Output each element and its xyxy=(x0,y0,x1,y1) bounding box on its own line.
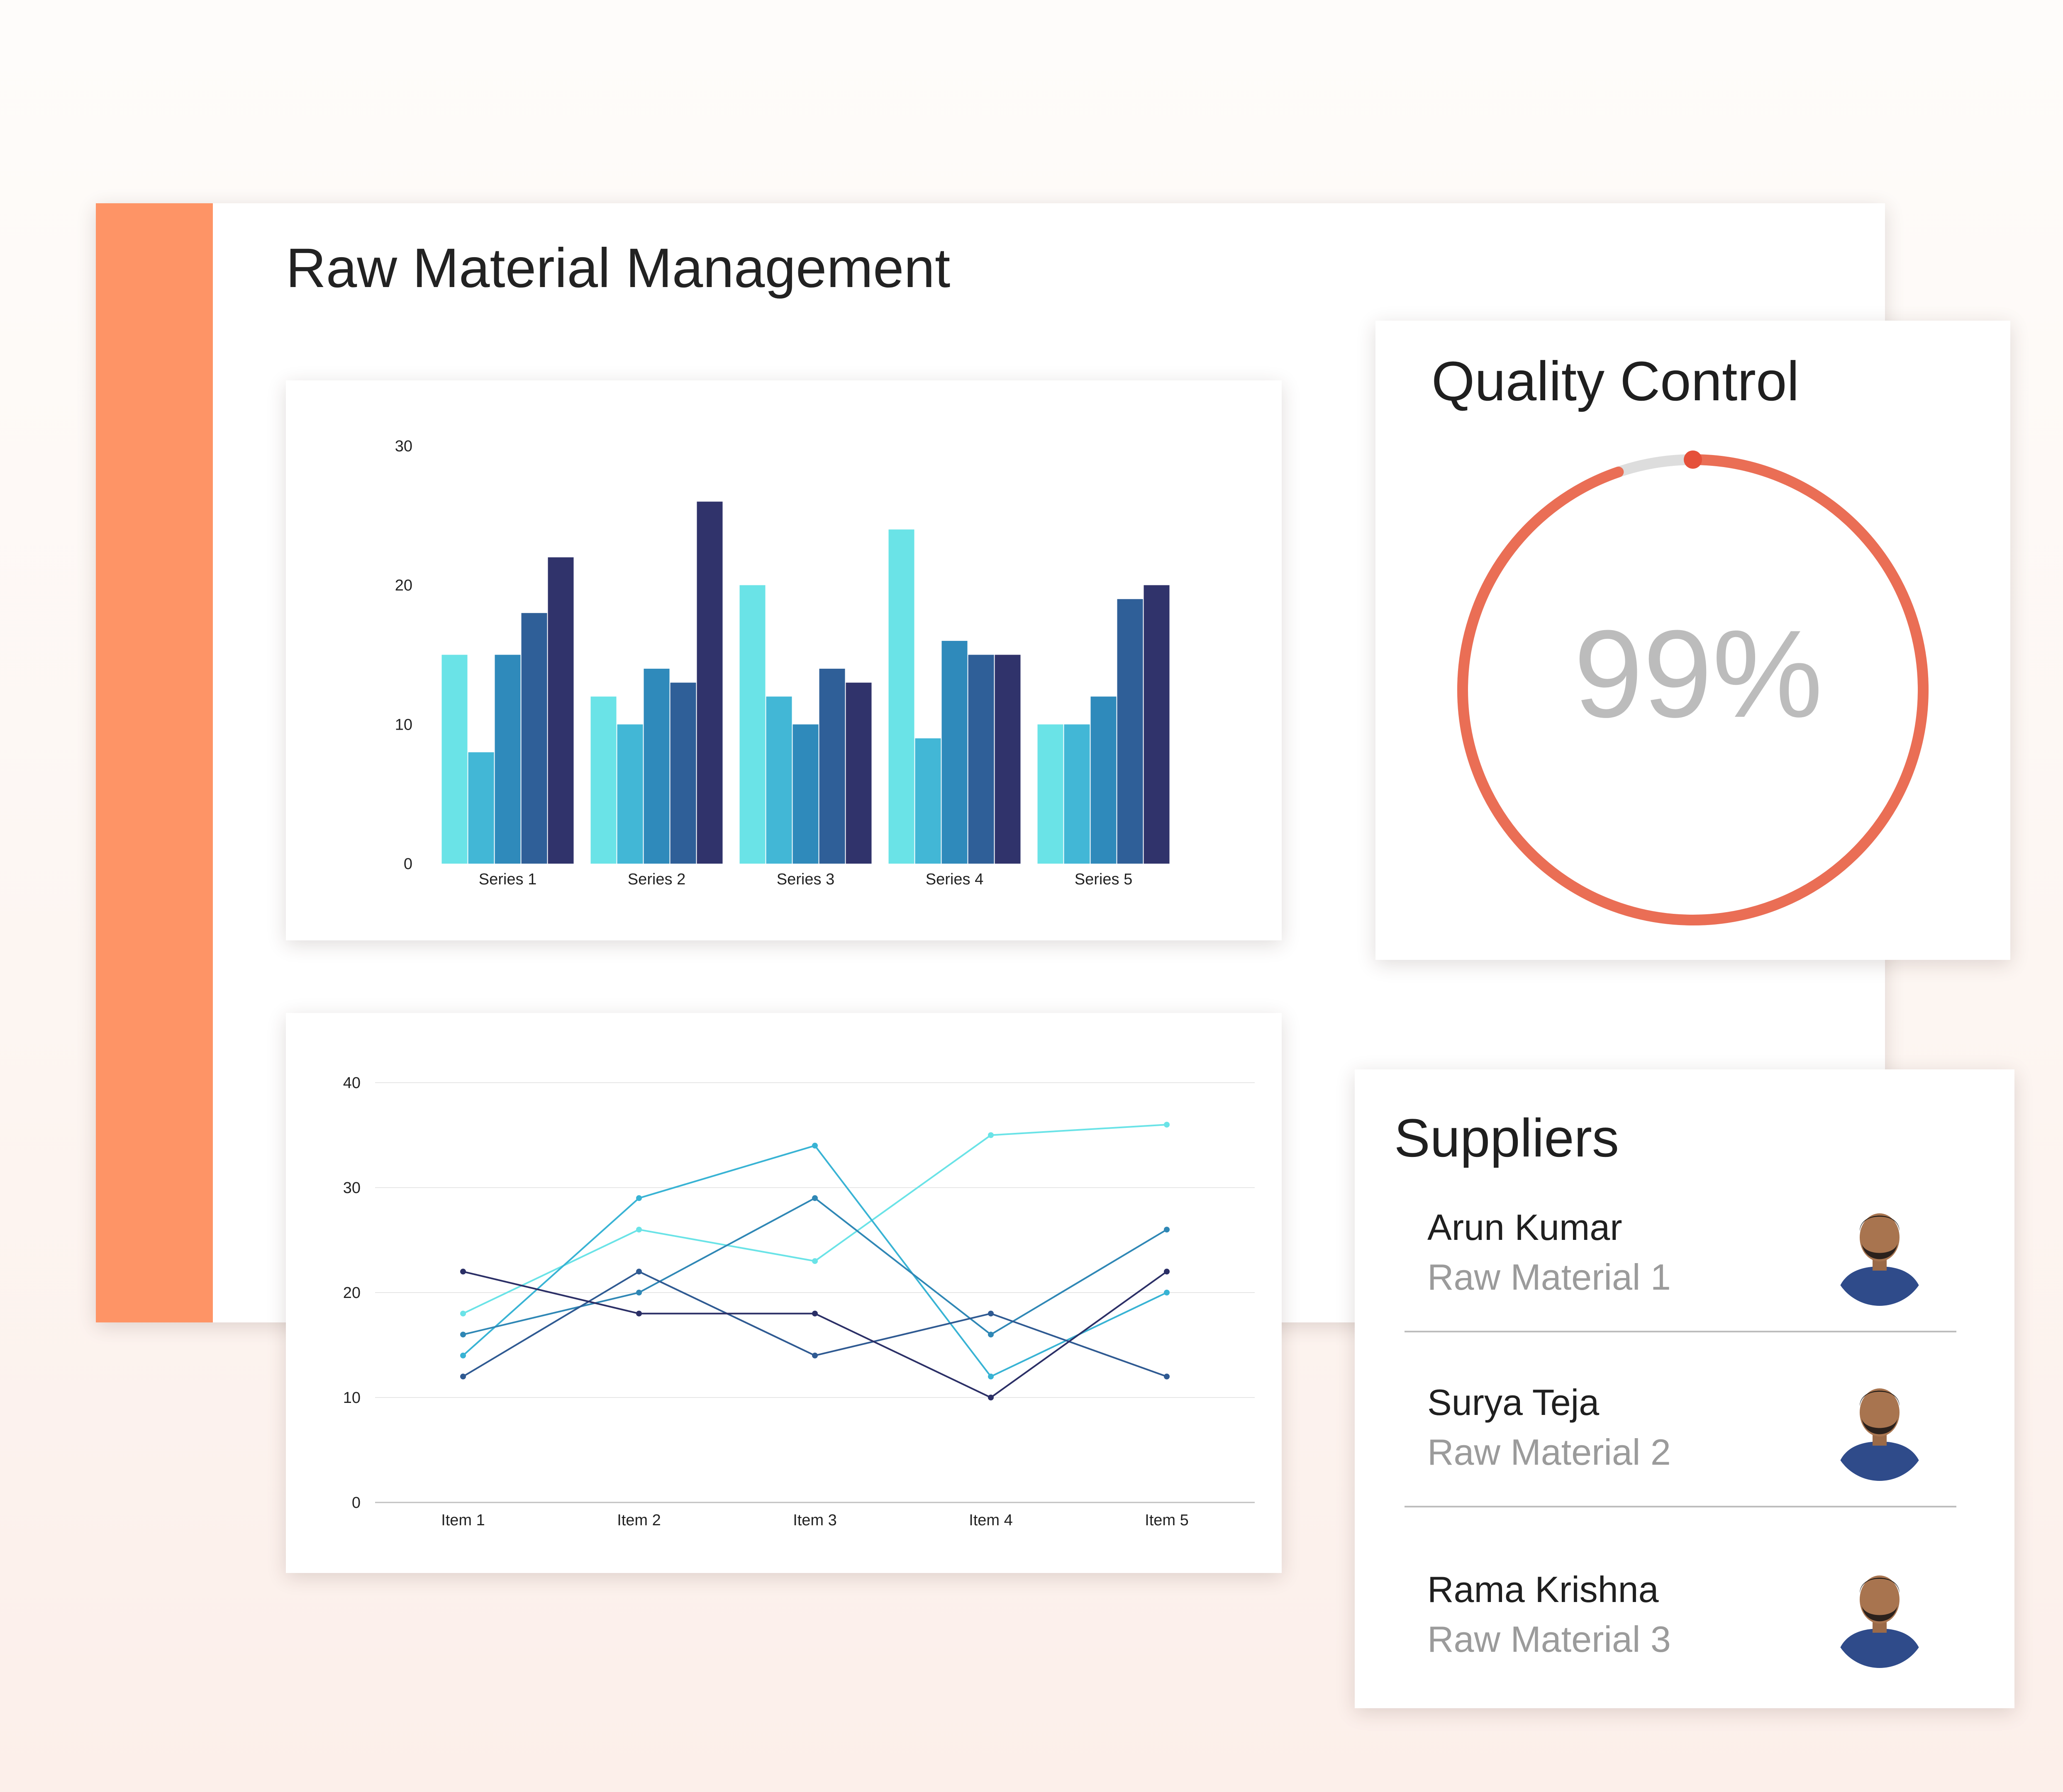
bar xyxy=(888,529,914,864)
data-point xyxy=(1164,1227,1170,1233)
y-tick-label: 10 xyxy=(343,1389,361,1407)
gauge-start-dot xyxy=(1684,450,1702,469)
data-point xyxy=(460,1352,466,1359)
page-title: Raw Material Management xyxy=(286,237,951,299)
data-point xyxy=(1164,1122,1170,1128)
data-point xyxy=(812,1352,818,1359)
data-point xyxy=(988,1395,994,1400)
data-point xyxy=(988,1332,994,1338)
bar xyxy=(441,655,468,864)
bar xyxy=(548,557,574,864)
data-point xyxy=(988,1373,994,1380)
data-point xyxy=(636,1310,642,1317)
supplier-role: Raw Material 2 xyxy=(1427,1432,1671,1473)
y-tick-label: 40 xyxy=(343,1074,361,1092)
bar xyxy=(846,682,872,864)
bar xyxy=(915,738,941,864)
bar xyxy=(941,640,968,864)
supplier-name: Surya Teja xyxy=(1427,1382,1600,1423)
x-tick-label: Series 1 xyxy=(479,871,536,888)
person-avatar xyxy=(1832,1560,1927,1668)
suppliers-card: Suppliers Arun Kumar Raw Material 1 Sury… xyxy=(1355,1069,2014,1708)
data-point xyxy=(988,1132,994,1138)
accent-sidebar xyxy=(96,203,213,1322)
bar-chart: 0 10 20 30 Series 1 Series 2 Series 3 Series 4 S… xyxy=(395,438,1170,888)
data-point xyxy=(460,1373,466,1380)
bar xyxy=(670,682,696,864)
data-point xyxy=(636,1290,642,1295)
supplier-item[interactable]: Surya Teja Raw Material 2 xyxy=(1405,1381,1956,1518)
bar xyxy=(590,696,617,864)
quality-control-card: Quality Control 99% xyxy=(1375,321,2010,960)
x-tick-label: Item 2 xyxy=(617,1512,661,1529)
y-tick-label: 10 xyxy=(395,716,412,733)
bar xyxy=(1064,724,1090,864)
bar xyxy=(793,724,819,864)
data-point xyxy=(636,1195,642,1201)
person-avatar xyxy=(1832,1373,1927,1481)
x-tick-label: Item 3 xyxy=(793,1512,837,1529)
bar xyxy=(968,655,994,864)
x-tick-label: Item 5 xyxy=(1145,1512,1189,1529)
y-tick-label: 20 xyxy=(343,1284,361,1302)
y-tick-label: 30 xyxy=(343,1179,361,1197)
bar xyxy=(617,724,643,864)
x-tick-label: Item 1 xyxy=(441,1512,485,1529)
bar xyxy=(1037,724,1063,864)
quality-gauge: 99% xyxy=(1457,450,1929,925)
supplier-item[interactable]: Rama Krishna Raw Material 3 xyxy=(1405,1568,1956,1705)
supplier-name: Rama Krishna xyxy=(1427,1569,1659,1610)
data-point xyxy=(1164,1269,1170,1275)
data-point xyxy=(1164,1290,1170,1295)
series-line xyxy=(463,1124,1167,1315)
bar xyxy=(995,655,1021,864)
data-point xyxy=(636,1269,642,1275)
supplier-item[interactable]: Arun Kumar Raw Material 1 xyxy=(1405,1206,1956,1343)
bar xyxy=(739,585,766,864)
x-tick-label: Series 2 xyxy=(628,871,685,888)
supplier-role: Raw Material 1 xyxy=(1427,1256,1671,1298)
bar xyxy=(1117,599,1143,864)
supplier-divider xyxy=(1405,1506,1956,1507)
quality-title: Quality Control xyxy=(1431,351,1800,412)
bar xyxy=(644,669,670,864)
y-tick-label: 30 xyxy=(395,438,412,455)
data-point xyxy=(812,1195,818,1201)
line-chart: 0 10 20 30 40 Item 1 Item 2 Item 3 Item 4 Item 5 xyxy=(343,1074,1255,1529)
y-tick-label: 0 xyxy=(404,855,412,873)
supplier-role: Raw Material 3 xyxy=(1427,1619,1671,1660)
data-point xyxy=(460,1332,466,1338)
x-tick-label: Item 4 xyxy=(969,1512,1013,1529)
data-point xyxy=(460,1269,466,1275)
y-tick-label: 20 xyxy=(395,577,412,594)
supplier-divider xyxy=(1405,1331,1956,1332)
supplier-name: Arun Kumar xyxy=(1427,1207,1622,1248)
y-tick-label: 0 xyxy=(352,1494,361,1512)
series-line xyxy=(463,1271,1168,1399)
suppliers-title: Suppliers xyxy=(1394,1108,1619,1168)
bar xyxy=(521,613,547,864)
bar xyxy=(495,655,521,864)
bar xyxy=(766,696,792,864)
line-chart-card: 0 10 20 30 40 Item 1 Item 2 Item 3 Item 4 Item 5 xyxy=(286,1013,1282,1573)
bar xyxy=(1144,585,1170,864)
series-line xyxy=(462,1271,1167,1378)
person-avatar xyxy=(1832,1198,1927,1306)
data-point xyxy=(988,1310,994,1317)
bar xyxy=(697,502,723,864)
bar xyxy=(468,752,494,864)
data-point xyxy=(812,1258,818,1264)
bar xyxy=(819,669,845,864)
x-tick-label: Series 3 xyxy=(777,871,834,888)
data-point xyxy=(1164,1373,1170,1380)
bar xyxy=(1090,696,1117,864)
x-tick-label: Series 4 xyxy=(926,871,983,888)
data-point xyxy=(812,1310,818,1317)
bar-chart-card: 0 10 20 30 Series 1 Series 2 Series 3 Series 4 S… xyxy=(286,380,1282,940)
data-point xyxy=(460,1310,466,1317)
data-point xyxy=(636,1227,642,1233)
data-point xyxy=(812,1142,818,1149)
x-tick-label: Series 5 xyxy=(1075,871,1132,888)
quality-percent: 99% xyxy=(1574,604,1823,743)
